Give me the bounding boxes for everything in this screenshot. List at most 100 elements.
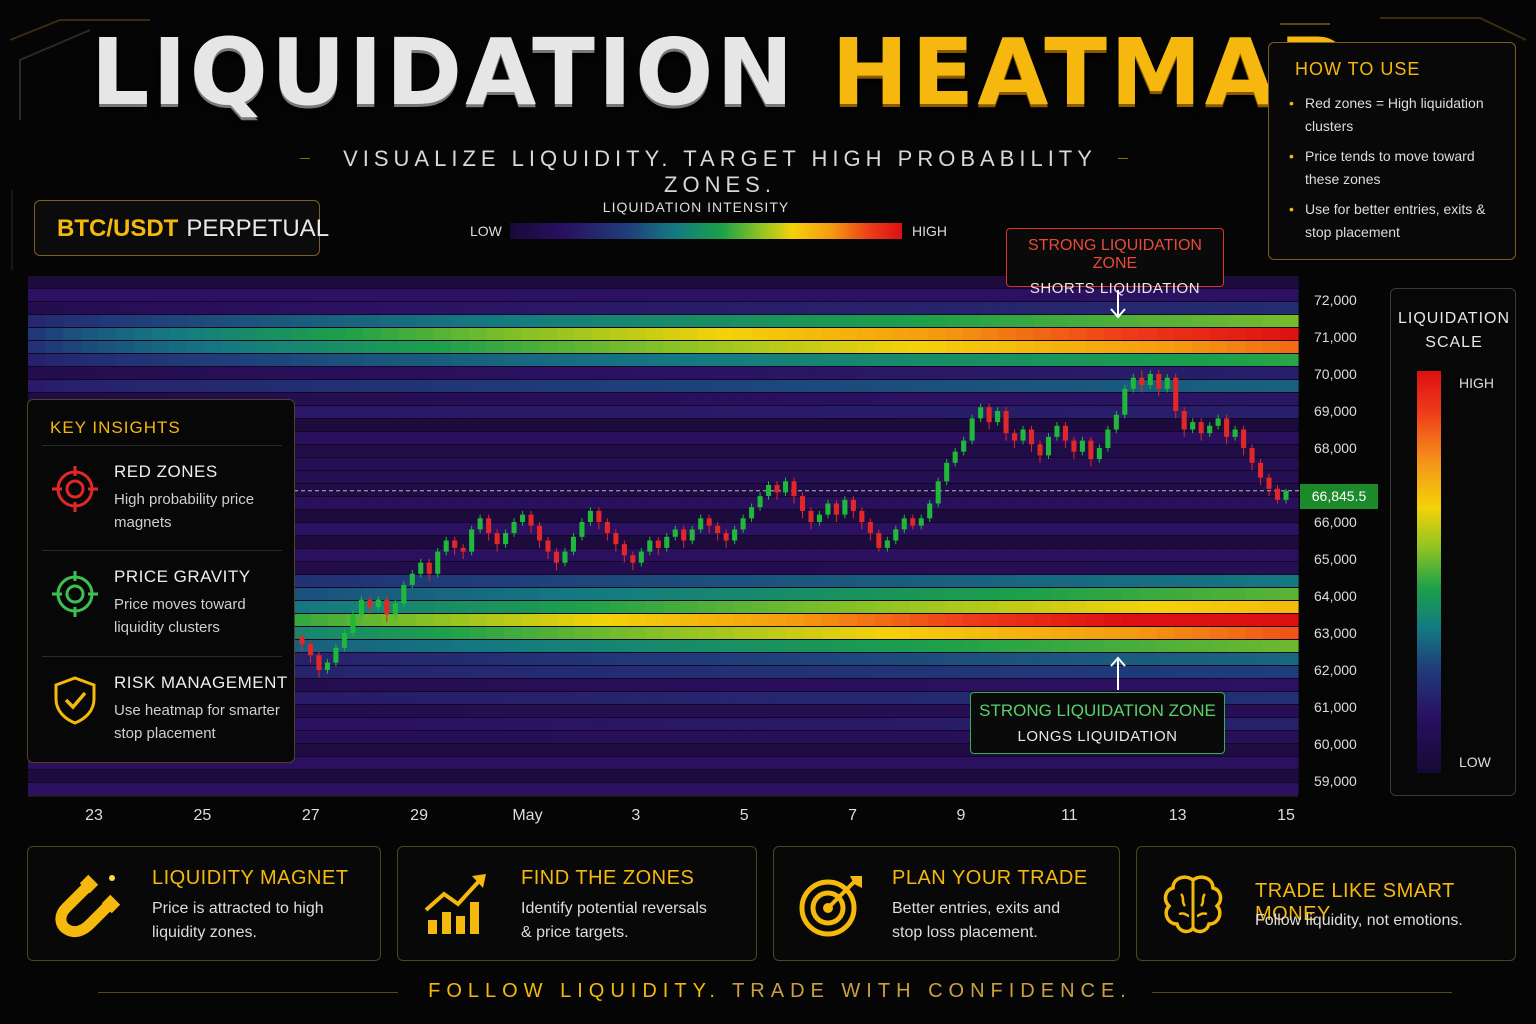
heatmap-cell [1121,484,1140,496]
heatmap-cell [451,705,470,717]
heatmap-cell [645,354,664,366]
heatmap-cell [486,757,505,769]
heatmap-cell [398,406,417,418]
heatmap-cell [239,367,258,379]
heatmap-cell [486,432,505,444]
heatmap-cell [733,757,752,769]
heatmap-cell [1033,679,1052,691]
heatmap-cell [962,289,982,301]
feature-title: PLAN YOUR TRADE [892,867,1088,889]
heatmap-cell [310,770,329,782]
heatmap-cell [645,484,664,496]
heatmap-cell [1121,302,1140,314]
heatmap-cell [874,458,893,470]
heatmap-cell [1192,770,1211,782]
heatmap-cell [63,289,82,301]
heatmap-cell [821,367,840,379]
heatmap-cell [768,770,788,782]
heatmap-cell [416,523,435,535]
heatmap-cell [557,328,576,340]
heatmap-cell [327,302,347,314]
heatmap-cell [468,380,488,392]
heatmap-cell [751,601,770,613]
heatmap-cell [768,302,788,314]
candle-body [1062,425,1068,441]
candle-body [324,662,330,670]
heatmap-cell [980,276,999,288]
heatmap-cell [1068,406,1087,418]
heatmap-cell [733,549,752,561]
heatmap-cell [521,315,541,327]
heatmap-cell [1051,562,1070,574]
heatmap-cell [28,328,47,340]
heatmap-cell [486,341,505,353]
heatmap-cell [804,289,823,301]
heatmap-cell [874,666,893,678]
heatmap-cell [821,757,840,769]
heatmap-cell [398,549,417,561]
heatmap-cell [715,614,735,626]
heatmap-cell [680,380,699,392]
heatmap-cell [345,393,364,405]
heatmap-cell [962,458,982,470]
heatmap-cell [398,627,417,639]
heatmap-cell [768,666,788,678]
heatmap-cell [222,315,241,327]
heatmap-cell [451,458,470,470]
heatmap-cell [1086,588,1105,600]
heatmap-cell [1262,289,1281,301]
heatmap-cell [504,393,523,405]
heatmap-cell [980,341,999,353]
heatmap-cell [327,562,347,574]
heatmap-cell [998,653,1017,665]
heatmap-cell [327,315,347,327]
heatmap-cell [1068,341,1087,353]
x-tick-label: 11 [1060,807,1078,824]
heatmap-cell [1209,341,1229,353]
heatmap-cell [857,562,876,574]
heatmap-cell [892,432,911,444]
heatmap-cell [610,510,629,522]
heatmap-cell [839,289,858,301]
heatmap-cell [1086,380,1105,392]
heatmap-cell [1174,536,1193,548]
heatmap-cell [733,718,752,730]
candle-body [901,518,907,530]
heatmap-cell [63,328,82,340]
heatmap-cell [804,445,823,457]
heatmap-cell [768,419,788,431]
heatmap-cell [98,328,117,340]
heatmap-cell [839,315,858,327]
heatmap-cell [680,744,699,756]
x-tick-label: 3 [631,807,641,824]
candle-body [613,533,619,545]
candle-body [409,573,415,585]
heatmap-cell [239,783,258,795]
heatmap-cell [539,367,558,379]
heatmap-cell [521,406,541,418]
heatmap-cell [892,562,911,574]
heatmap-cell [998,666,1017,678]
heatmap-cell [504,783,523,795]
heatmap-cell [592,601,611,613]
heatmap-cell [786,744,805,756]
heatmap-cell [398,614,417,626]
heatmap-cell [663,406,682,418]
heatmap-cell [363,640,382,652]
heatmap-cell [909,627,929,639]
heatmap-cell [1121,562,1140,574]
heatmap-cell [1051,757,1070,769]
heatmap-cell [416,289,435,301]
insight-item-price-gravity: PRICE GRAVITY Price moves toward liquidi… [28,553,296,658]
heatmap-cell [380,744,400,756]
heatmap-cell [504,471,523,483]
heatmap-cell [116,276,135,288]
candle-body [579,522,585,537]
candle-body [426,562,432,574]
heatmap-cell [874,575,893,587]
heatmap-cell [945,718,964,730]
heatmap-cell [1262,458,1281,470]
heatmap-cell [839,445,858,457]
heatmap-cell [892,705,911,717]
heatmap-cell [680,354,699,366]
